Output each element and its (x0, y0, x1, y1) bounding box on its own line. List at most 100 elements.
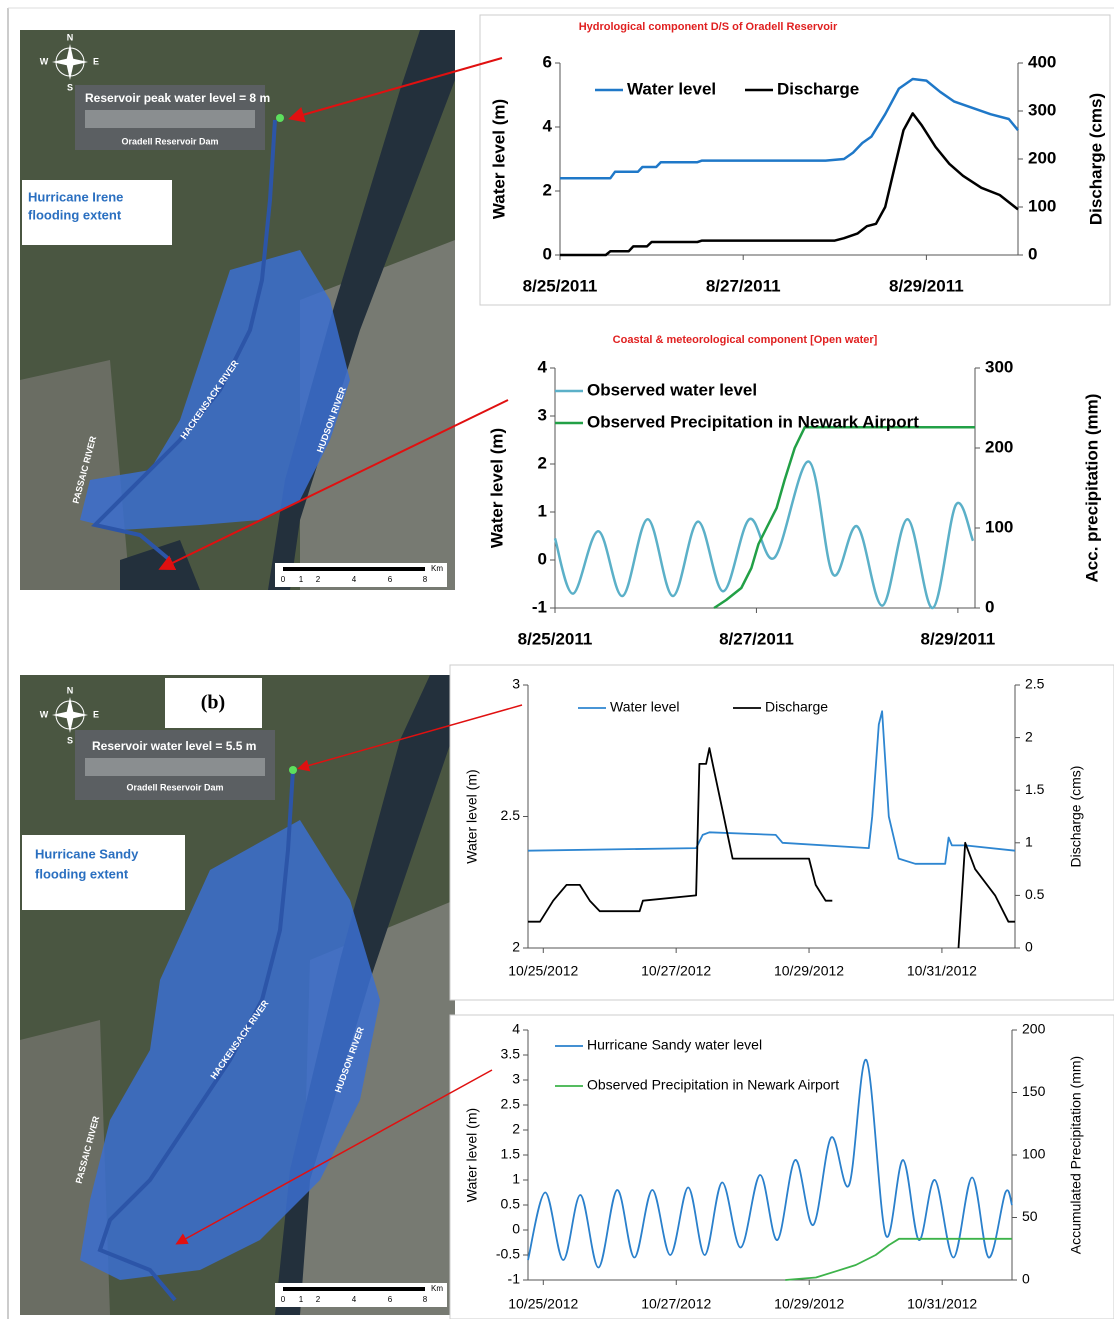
compass-e: E (93, 709, 99, 719)
urban-area (20, 1020, 110, 1315)
y-tick-label: 3 (512, 676, 520, 692)
x-tick-label: 10/31/2012 (907, 1296, 977, 1312)
legend-label: Water level (610, 699, 680, 715)
y2-tick-label: 200 (1022, 1021, 1046, 1037)
river (97, 769, 295, 1302)
y-tick-label: 4 (512, 1021, 520, 1037)
legend-label: Water level (627, 79, 716, 98)
y2-axis-label: Acc. precipitation (mm) (1082, 394, 1101, 583)
dam-label: Oradell Reservoir Dam (126, 782, 223, 792)
series-line (528, 747, 1015, 949)
map-sandy: (b) Reservoir water level = 5.5 m Oradel… (20, 675, 455, 1315)
scale-label: 1 (299, 1295, 304, 1304)
scale-label: 6 (388, 575, 393, 584)
scale-unit: Km (431, 564, 443, 573)
compass-w: W (40, 709, 49, 719)
y-tick-label: 1 (512, 1171, 520, 1187)
urban-area (20, 360, 130, 590)
scale-bar (283, 567, 425, 571)
legend-label: Hurricane Sandy water level (587, 1037, 762, 1053)
compass-star (52, 697, 88, 733)
y-tick-label: -0.5 (496, 1246, 520, 1262)
x-tick-label: 8/27/2011 (706, 276, 781, 295)
scale-label: 4 (352, 575, 357, 584)
y2-tick-label: 100 (1022, 1146, 1046, 1162)
inset-label: Reservoir peak water level = 8 m (85, 91, 270, 105)
y2-tick-label: 0 (985, 597, 994, 616)
series-line (713, 425, 975, 610)
panel-label-box (165, 678, 262, 728)
dam-photo-detail (85, 758, 265, 776)
x-tick-label: 10/27/2012 (641, 963, 711, 979)
compass-n: N (67, 32, 74, 42)
series-line (553, 460, 975, 610)
x-tick-label: 8/29/2011 (889, 276, 964, 295)
x-tick-label: 8/29/2011 (921, 629, 996, 648)
compass-s: S (67, 82, 73, 92)
scale-label: 0 (281, 575, 286, 584)
chart: 2 2.5 3 0 0.5 1 1.5 2 2.5 10/25/2012 10/27/2012 10/… (449, 664, 1114, 1001)
y-tick-label: 1 (538, 501, 547, 520)
scale-label: 6 (388, 1295, 393, 1304)
extent-label: Hurricane Irene (28, 189, 123, 204)
river (91, 119, 277, 562)
y-tick-label: 0.5 (501, 1196, 521, 1212)
y-axis-label: Water level (m) (487, 428, 506, 548)
x-tick-label: 8/27/2011 (719, 629, 794, 648)
x-tick-label: 10/29/2012 (774, 963, 844, 979)
chart: Hydrological component D/S of Oradell Re… (479, 14, 1111, 306)
flood-extent (80, 820, 380, 1280)
series-line (527, 710, 1016, 865)
extent-label: flooding extent (28, 207, 122, 222)
legend-label: Observed Precipitation in Newark Airport (587, 1077, 839, 1093)
x-tick-label: 10/27/2012 (641, 1296, 711, 1312)
y2-tick-label: 0 (1028, 244, 1037, 263)
y2-tick-label: 400 (1028, 52, 1056, 71)
compass-w: W (40, 56, 49, 66)
y2-tick-label: 300 (1028, 100, 1056, 119)
panel-label: (b) (201, 692, 225, 714)
station-marker (276, 114, 284, 122)
arrow (158, 399, 509, 570)
dam-label: Oradell Reservoir Dam (121, 136, 218, 146)
station-marker (289, 766, 297, 774)
inset-label: Reservoir water level = 5.5 m (92, 739, 256, 753)
series-line (560, 112, 1019, 257)
connector-arrows (158, 57, 523, 1245)
chart: Coastal & meteorological component [Open… (487, 334, 1101, 649)
map-irene: Reservoir peak water level = 8 m Oradell… (20, 30, 455, 590)
y-tick-label: 2.5 (501, 807, 521, 823)
y2-axis-label: Discharge (cms) (1086, 93, 1105, 225)
y-tick-label: 2 (512, 1121, 520, 1137)
y-tick-label: 6 (543, 52, 552, 71)
legend-label: Observed Precipitation in Newark Airport (587, 412, 919, 431)
x-tick-label: 10/25/2012 (508, 1296, 578, 1312)
extent-label: flooding extent (35, 866, 129, 881)
y2-tick-label: 1.5 (1025, 781, 1045, 797)
arrow (288, 57, 503, 123)
y2-tick-label: 100 (1028, 196, 1056, 215)
y2-tick-label: 200 (1028, 148, 1056, 167)
chart-title: Coastal & meteorological component [Open… (613, 334, 878, 346)
scale-label: 8 (423, 575, 428, 584)
y-tick-label: 3 (512, 1071, 520, 1087)
legend-label: Observed water level (587, 380, 757, 399)
legend-label: Discharge (777, 79, 859, 98)
arrow (175, 1069, 493, 1245)
y-tick-label: 2 (512, 939, 520, 955)
scale-unit: Km (431, 1284, 443, 1293)
scale-label: 1 (299, 575, 304, 584)
y-tick-label: 0 (538, 549, 547, 568)
label-box (22, 180, 172, 245)
scale-label: 2 (316, 575, 321, 584)
compass-star (52, 44, 88, 80)
y2-tick-label: 100 (985, 517, 1013, 536)
dam-photo-detail (85, 110, 255, 128)
x-tick-label: 10/31/2012 (907, 963, 977, 979)
y2-tick-label: 200 (985, 437, 1013, 456)
chart: -1 -0.5 0 0.5 1 1.5 2 2.5 3 3.5 4 0 50 100 150 200 10/25… (449, 1014, 1114, 1319)
x-tick-label: 10/29/2012 (774, 1296, 844, 1312)
y2-tick-label: 150 (1022, 1083, 1046, 1099)
y2-axis-label: Discharge (cms) (1068, 766, 1084, 868)
